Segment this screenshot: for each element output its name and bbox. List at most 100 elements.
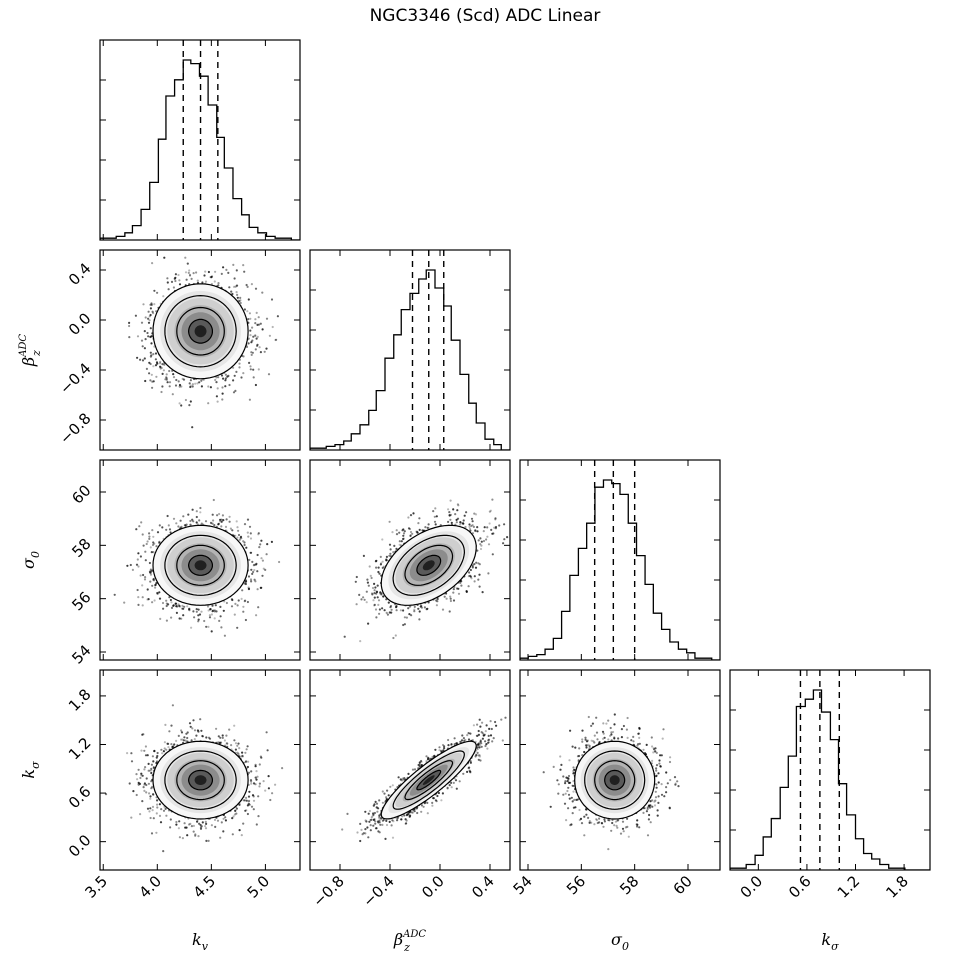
scatter-point [141,596,144,599]
scatter-point [220,374,224,377]
scatter-point [237,599,240,602]
scatter-point [144,316,147,319]
scatter-point [226,375,229,378]
scatter-point [148,315,151,318]
scatter-point [169,818,172,821]
scatter-point [224,525,228,529]
scatter-point [154,352,158,355]
scatter-point [409,534,412,538]
scatter-point [151,310,154,313]
scatter-point [182,515,185,518]
scatter-point [373,589,376,592]
scatter-point [239,535,243,539]
scatter-point [141,533,144,536]
scatter-point [167,524,170,527]
scatter-point [225,601,228,605]
scatter-point [137,603,140,607]
scatter-point [401,529,404,532]
scatter-point [178,402,181,405]
scatter-point [491,532,494,535]
scatter-point [475,561,478,564]
scatter-point [489,509,492,512]
scatter-point [247,575,251,578]
scatter-point [259,322,262,325]
scatter-point [450,521,453,525]
scatter-point [155,831,158,834]
panel-frame-2-0 [99,459,301,661]
scatter-point [190,626,193,629]
scatter-point [224,385,227,388]
scatter-point [365,601,368,604]
scatter-point [464,525,467,529]
scatter-point [371,593,374,596]
scatter-point [178,279,181,282]
scatter-point [200,385,203,388]
scatter-point [403,530,406,533]
scatter-point [152,541,155,544]
scatter-point [395,529,398,532]
scatter-point [146,754,149,757]
scatter-point [151,386,154,389]
scatter-point [424,526,427,529]
scatter-point [201,821,204,824]
scatter-point [468,525,471,529]
scatter-point [234,534,237,537]
scatter-point [220,525,223,528]
scatter-point [151,584,154,587]
scatter-point [189,384,192,387]
scatter-point [259,586,262,590]
scatter-point [245,345,249,348]
scatter-point [142,544,145,547]
scatter-point [200,610,203,613]
scatter-point [197,618,200,621]
scatter-point [183,605,186,608]
scatter-point [137,565,140,568]
scatter-point [163,741,166,744]
scatter-point [250,353,253,356]
scatter-point [197,835,200,838]
scatter-point [385,555,388,559]
hist-panel-sigma0 [520,460,720,660]
scatter-point [154,364,158,367]
scatter-point [389,548,392,551]
scatter-point [156,799,159,802]
scatter-point [204,520,208,523]
scatter-point [253,563,256,566]
scatter-point [420,606,423,609]
scatter-point [354,580,357,583]
scatter-point [188,823,191,826]
scatter-point [163,256,166,259]
contour-3 [152,283,249,380]
scatter-point [246,804,249,807]
scatter-point [172,286,175,289]
scatter-point [156,291,159,294]
scatter-point [136,335,140,338]
scatter-point [192,520,195,523]
contour-2 [164,534,237,596]
scatter-point [149,573,153,576]
scatter-point [221,386,224,389]
scatter-point [196,820,199,823]
scatter-point [149,355,152,358]
scatter-point [363,598,366,601]
scatter-point [254,318,257,321]
scatter-point [449,595,452,598]
scatter-point [141,604,144,607]
scatter-point [201,735,204,738]
scatter-point [248,525,252,528]
scatter-point [200,522,203,525]
scatter-point [165,619,168,622]
scatter-point [398,540,401,543]
scatter-point [427,523,430,526]
scatter-point [175,522,178,525]
scatter-point [392,551,395,554]
scatter-point [228,286,231,289]
density-fill-6 [422,560,435,571]
scatter-point [204,280,208,283]
contour-0 [416,554,442,576]
scatter-point [165,602,168,605]
scatter-point [170,724,173,727]
scatter-point [162,809,166,812]
scatter-point [208,608,212,611]
scatter-point [211,522,214,525]
